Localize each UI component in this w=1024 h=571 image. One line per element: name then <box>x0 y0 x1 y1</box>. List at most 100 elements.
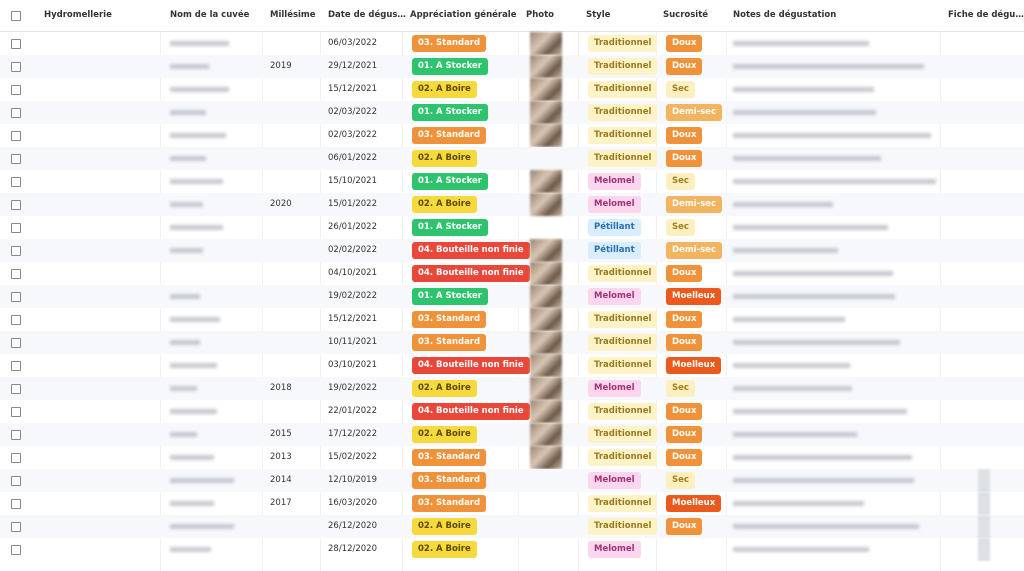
blurred-notes <box>733 271 893 276</box>
column-header[interactable]: Style <box>586 10 611 20</box>
row-checkbox[interactable] <box>11 246 21 256</box>
tasting-date: 15/02/2022 <box>328 452 377 462</box>
table-row[interactable]: 06/03/2022 03. Standard Traditionnel Doux <box>0 32 1024 55</box>
table-row[interactable]: 2019 29/12/2021 01. A Stocker Traditionnel D… <box>0 55 1024 78</box>
table-row[interactable]: 28/12/2020 02. A Boire Melomel <box>0 538 1024 561</box>
appreciation-tag: 03. Standard <box>412 472 487 489</box>
sweetness-tag: Demi-sec <box>666 104 722 121</box>
tasting-date: 03/10/2021 <box>328 360 377 370</box>
select-all-checkbox[interactable] <box>11 11 21 21</box>
table-row[interactable]: 2014 12/10/2019 03. Standard Melomel Sec <box>0 469 1024 492</box>
row-checkbox[interactable] <box>11 430 21 440</box>
row-checkbox[interactable] <box>11 315 21 325</box>
sweetness-tag: Doux <box>666 403 703 420</box>
table-row[interactable]: 02/02/2022 04. Bouteille non finie Pétilla… <box>0 239 1024 262</box>
table-row[interactable]: 2017 16/03/2020 03. Standard Traditionnel Mo… <box>0 492 1024 515</box>
blurred-notes <box>733 202 833 207</box>
vintage: 2014 <box>270 475 292 485</box>
table-row[interactable]: 15/12/2021 02. A Boire Traditionnel Sec <box>0 78 1024 101</box>
row-checkbox[interactable] <box>11 384 21 394</box>
row-checkbox[interactable] <box>11 499 21 509</box>
row-checkbox[interactable] <box>11 223 21 233</box>
table-row[interactable]: 02/03/2022 03. Standard Traditionnel Doux <box>0 124 1024 147</box>
table-row[interactable]: 2015 17/12/2022 02. A Boire Traditionnel Dou… <box>0 423 1024 446</box>
blurred-name <box>170 432 197 437</box>
table-row[interactable]: 26/01/2022 01. A Stocker Pétillant Sec <box>0 216 1024 239</box>
blurred-notes <box>733 225 888 230</box>
row-checkbox[interactable] <box>11 338 21 348</box>
photo-thumbnail <box>530 124 562 147</box>
blurred-notes <box>733 386 852 391</box>
table-row[interactable]: 15/12/2021 03. Standard Traditionnel Doux <box>0 308 1024 331</box>
tasting-date: 28/12/2020 <box>328 544 377 554</box>
column-header[interactable]: Sucrosité <box>663 10 709 20</box>
table-row[interactable]: 06/01/2022 02. A Boire Traditionnel Doux <box>0 147 1024 170</box>
blurred-name <box>170 363 217 368</box>
row-checkbox[interactable] <box>11 154 21 164</box>
photo-thumbnail <box>530 170 562 193</box>
table-row[interactable]: 26/12/2020 02. A Boire Traditionnel Doux <box>0 515 1024 538</box>
style-tag: Traditionnel <box>588 495 658 512</box>
blurred-notes <box>733 524 919 529</box>
row-checkbox[interactable] <box>11 269 21 279</box>
row-checkbox[interactable] <box>11 407 21 417</box>
column-header[interactable]: Hydromellerie <box>44 10 112 20</box>
photo-thumbnail <box>530 354 562 377</box>
table-row[interactable]: 22/01/2022 04. Bouteille non finie Traditi… <box>0 400 1024 423</box>
row-checkbox[interactable] <box>11 476 21 486</box>
style-tag: Traditionnel <box>588 127 658 144</box>
tasting-date: 02/03/2022 <box>328 107 377 117</box>
row-checkbox[interactable] <box>11 85 21 95</box>
table-row[interactable]: 03/10/2021 04. Bouteille non finie Traditi… <box>0 354 1024 377</box>
row-checkbox[interactable] <box>11 522 21 532</box>
row-checkbox[interactable] <box>11 453 21 463</box>
blurred-name <box>170 64 209 69</box>
table-row[interactable]: 10/11/2021 03. Standard Traditionnel Doux <box>0 331 1024 354</box>
sweetness-tag: Doux <box>666 426 703 443</box>
column-header[interactable]: Millésime <box>270 10 316 20</box>
blurred-notes <box>733 87 874 92</box>
column-header[interactable]: Photo <box>526 10 555 20</box>
sweetness-tag: Moelleux <box>666 495 722 512</box>
row-checkbox[interactable] <box>11 292 21 302</box>
photo-thumbnail <box>530 285 562 308</box>
blurred-notes <box>733 363 850 368</box>
column-header[interactable]: Fiche de dégu… <box>948 10 1024 20</box>
row-checkbox[interactable] <box>11 361 21 371</box>
column-header[interactable]: Notes de dégustation <box>733 10 837 20</box>
tasting-date: 19/02/2022 <box>328 383 377 393</box>
sweetness-tag: Doux <box>666 265 703 282</box>
row-checkbox[interactable] <box>11 131 21 141</box>
table-row[interactable]: 2020 15/01/2022 02. A Boire Melomel Demi-sec <box>0 193 1024 216</box>
row-checkbox[interactable] <box>11 108 21 118</box>
tasting-date: 15/01/2022 <box>328 199 377 209</box>
table-row[interactable]: 15/10/2021 01. A Stocker Melomel Sec <box>0 170 1024 193</box>
table-row[interactable]: 04/10/2021 04. Bouteille non finie Traditi… <box>0 262 1024 285</box>
blurred-name <box>170 110 206 115</box>
row-checkbox[interactable] <box>11 39 21 49</box>
blurred-name <box>170 340 200 345</box>
style-tag: Melomel <box>588 472 641 489</box>
column-header[interactable]: Nom de la cuvée <box>170 10 250 20</box>
table-row[interactable]: 02/03/2022 01. A Stocker Traditionnel Demi-… <box>0 101 1024 124</box>
table-row[interactable]: 19/02/2022 01. A Stocker Melomel Moelleux <box>0 285 1024 308</box>
row-checkbox[interactable] <box>11 62 21 72</box>
column-header[interactable]: Date de dégus… <box>328 10 406 20</box>
column-header[interactable]: Appréciation générale <box>410 10 517 20</box>
tasting-date: 02/03/2022 <box>328 130 377 140</box>
row-checkbox[interactable] <box>11 177 21 187</box>
row-checkbox[interactable] <box>11 200 21 210</box>
appreciation-tag: 01. A Stocker <box>412 288 488 305</box>
table-row[interactable]: 2013 15/02/2022 03. Standard Traditionnel Do… <box>0 446 1024 469</box>
appreciation-tag: 02. A Boire <box>412 150 477 167</box>
blurred-name <box>170 409 217 414</box>
photo-thumbnail <box>530 331 562 354</box>
tasting-date: 10/11/2021 <box>328 337 377 347</box>
blurred-name <box>170 455 214 460</box>
table-row[interactable]: 2018 19/02/2022 02. A Boire Melomel Sec <box>0 377 1024 400</box>
appreciation-tag: 04. Bouteille non finie <box>412 265 530 282</box>
blurred-name <box>170 179 223 184</box>
appreciation-tag: 03. Standard <box>412 127 487 144</box>
row-checkbox[interactable] <box>11 545 21 555</box>
header-separator <box>0 31 1024 32</box>
